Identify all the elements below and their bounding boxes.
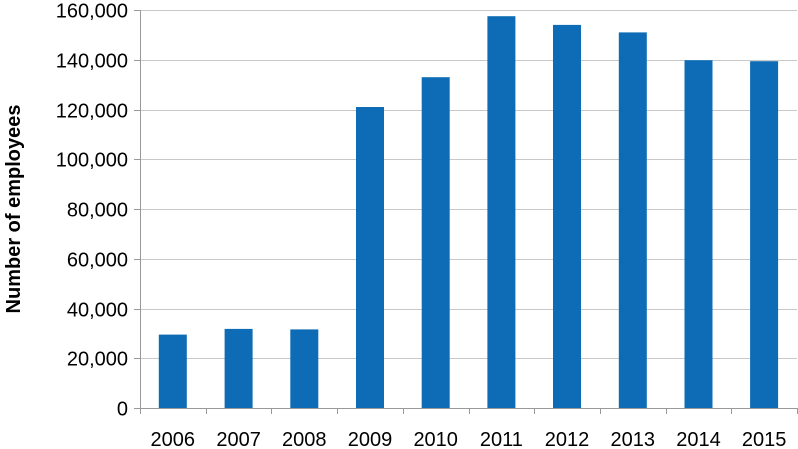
bar-2013 bbox=[618, 32, 647, 409]
x-tick-label: 2007 bbox=[216, 429, 261, 449]
x-tick-label: 2009 bbox=[348, 429, 393, 449]
gridlines bbox=[140, 10, 797, 359]
y-tick-label: 120,000 bbox=[56, 101, 128, 123]
x-tick-label: 2011 bbox=[480, 429, 523, 449]
bar-2008 bbox=[290, 329, 319, 408]
y-tick-label: 100,000 bbox=[56, 150, 128, 172]
y-tick-label: 80,000 bbox=[67, 200, 128, 222]
x-tick-label: 2010 bbox=[413, 429, 458, 449]
y-tick-label: 40,000 bbox=[67, 300, 128, 322]
bar-2015 bbox=[750, 61, 779, 408]
bar-2011 bbox=[487, 16, 516, 408]
bar-2009 bbox=[356, 107, 384, 408]
y-axis-title: Number of employees bbox=[3, 105, 25, 314]
x-tick-label: 2015 bbox=[742, 429, 787, 449]
x-tick-label: 2012 bbox=[545, 429, 590, 449]
bar-2010 bbox=[421, 77, 450, 408]
y-tick-label: 160,000 bbox=[56, 1, 128, 23]
x-tick-labels: 2006 2007 2008 2009 2010 2011 2012 2013 2014 2015 bbox=[151, 429, 787, 449]
bar-2006 bbox=[158, 334, 187, 408]
bar-2012 bbox=[553, 24, 581, 409]
x-tick-label: 2006 bbox=[151, 429, 196, 449]
x-tick-label: 2013 bbox=[611, 429, 656, 449]
y-tick-label: 60,000 bbox=[67, 250, 128, 272]
y-tick-labels: 0 20,000 40,000 60,000 80,000 100,000 120,000 1… bbox=[56, 1, 128, 421]
x-tick-label: 2014 bbox=[676, 429, 721, 449]
y-tick-label: 140,000 bbox=[56, 51, 128, 73]
x-tick-label: 2008 bbox=[282, 429, 327, 449]
y-tick-label: 0 bbox=[117, 399, 128, 421]
axes bbox=[134, 10, 798, 414]
y-tick-label: 20,000 bbox=[67, 349, 128, 371]
bar-2007 bbox=[224, 328, 253, 408]
bars bbox=[158, 16, 779, 409]
bar-2014 bbox=[684, 60, 713, 408]
